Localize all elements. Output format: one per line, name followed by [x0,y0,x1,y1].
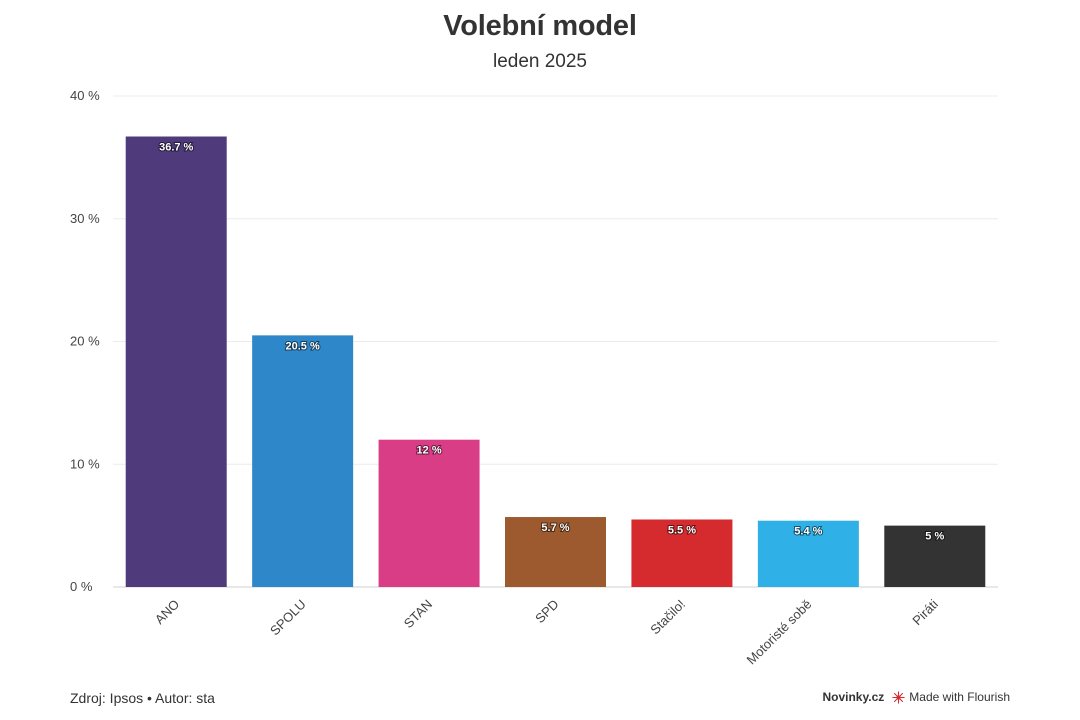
data-label: 5 % [925,531,944,543]
bar [252,335,354,587]
data-label: 5.5 % [668,524,696,536]
bar [125,136,227,587]
x-tick-label: Motoristé sobě [744,597,815,668]
data-label: 20.5 % [286,340,320,352]
bar [505,517,606,587]
source-credit: Zdroj: Ipsos • Autor: sta [70,690,215,706]
y-tick-label: 30 % [70,211,100,226]
x-tick-label: Piráti [909,596,941,628]
flourish-logo-icon [892,690,905,704]
y-tick-label: 40 % [70,88,100,103]
y-tick-label: 20 % [70,334,100,349]
x-tick-label: SPOLU [267,597,309,639]
bar [631,519,733,587]
x-tick-label: SPD [532,597,562,627]
data-label: 12 % [417,445,442,457]
x-tick-label: Stačilo! [647,597,688,638]
bar [884,525,986,587]
brand-label[interactable]: Novinky.cz [822,690,885,704]
y-tick-label: 10 % [70,456,100,471]
made-with-flourish-link[interactable]: Made with Flourish [909,690,1010,704]
footer-branding: Novinky.cz Made with Flourish [822,690,1010,704]
x-tick-label: STAN [401,597,435,631]
chart-subtitle: leden 2025 [492,51,588,72]
y-tick-label: 0 % [70,579,93,594]
bar [378,439,480,587]
data-label: 5.4 % [794,526,822,538]
data-label: 36.7 % [159,142,193,154]
bar [757,520,859,587]
x-tick-label: ANO [152,597,183,628]
chart-title: Volební model [443,10,637,42]
data-label: 5.7 % [541,522,569,534]
